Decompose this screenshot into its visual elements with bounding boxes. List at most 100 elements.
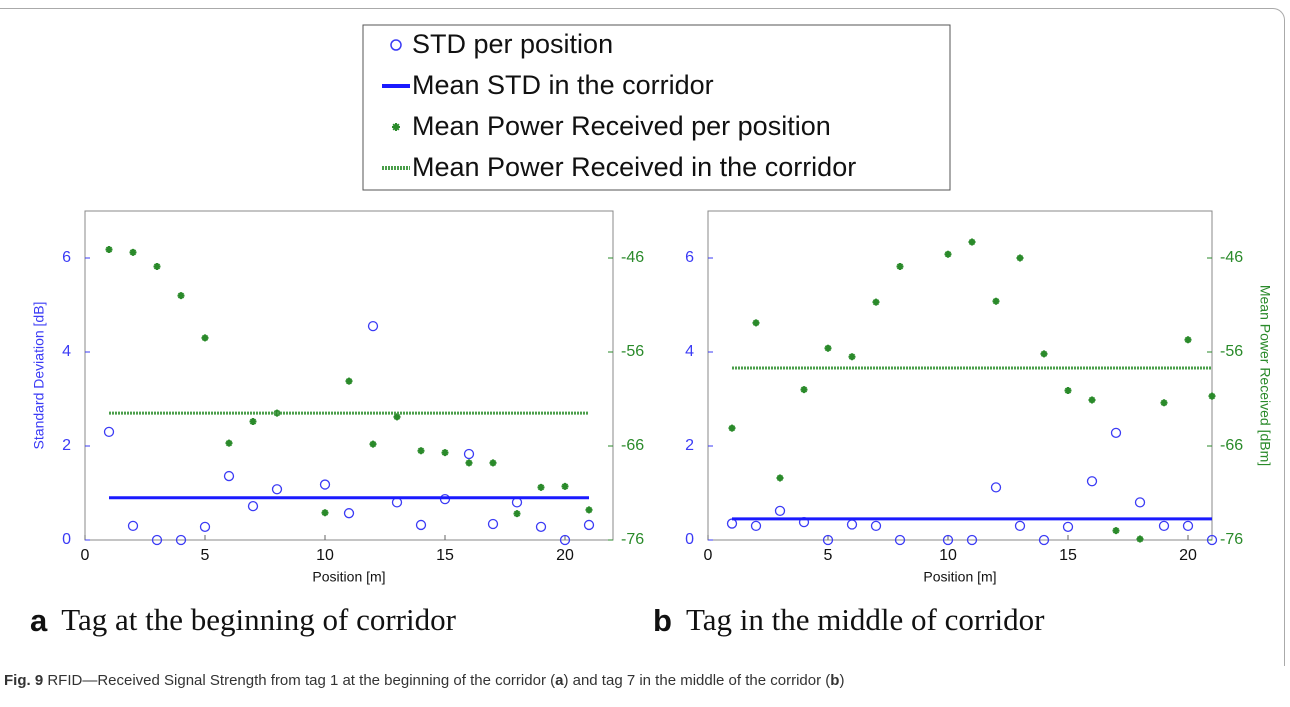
legend-marker — [390, 39, 402, 51]
std-point — [1158, 520, 1170, 532]
power-point — [153, 262, 161, 270]
legend-label: Mean STD in the corridor — [412, 70, 714, 100]
power-point — [776, 474, 784, 482]
std-point — [223, 470, 235, 482]
power-point — [1136, 535, 1144, 543]
legend-box — [362, 24, 951, 191]
x-tick-label: 15 — [1059, 547, 1077, 564]
power-point — [537, 483, 545, 491]
power-point — [1016, 254, 1024, 262]
power-point — [201, 334, 209, 342]
y-tick-label: 2 — [685, 437, 694, 454]
x-tick-label: 5 — [201, 547, 210, 564]
x-tick-label: 20 — [1179, 547, 1197, 564]
power-point — [225, 439, 233, 447]
power-point — [800, 386, 808, 394]
caption-label: Fig. 9 — [4, 672, 44, 689]
power-point — [848, 353, 856, 361]
power-point — [393, 413, 401, 421]
std-point — [1182, 520, 1194, 532]
std-point — [1062, 521, 1074, 532]
std-point — [726, 518, 738, 529]
y2-tick-label: -66 — [1220, 437, 1243, 454]
std-point — [822, 534, 834, 546]
std-point — [391, 497, 403, 508]
panel-subtitle: Tag at the beginning of corridor — [61, 602, 456, 637]
power-point — [1088, 396, 1096, 404]
caption-text: ) and tag 7 in the middle of the corrido… — [563, 672, 831, 689]
power-point — [1064, 387, 1072, 395]
power-point — [417, 447, 425, 455]
y-tick-label: 4 — [685, 343, 694, 360]
std-point — [1014, 520, 1026, 532]
power-point — [944, 250, 952, 258]
power-point — [321, 509, 329, 517]
std-point — [271, 484, 283, 495]
std-point — [319, 479, 331, 490]
y2-axis-label: Mean Power Received [dBm] — [1257, 285, 1273, 466]
x-axis-label: Position [m] — [923, 569, 996, 585]
std-point — [415, 519, 427, 531]
std-point — [199, 521, 211, 532]
power-point — [968, 238, 976, 246]
std-point — [750, 520, 762, 532]
legend-marker — [392, 123, 400, 131]
std-point — [774, 505, 786, 517]
panel-title: b Tag in the middle of corridor — [653, 602, 1045, 638]
std-point — [487, 518, 499, 530]
y-tick-label: 6 — [62, 249, 71, 266]
panel-title: a Tag at the beginning of corridor — [30, 602, 457, 638]
y2-tick-label: -76 — [1220, 531, 1243, 548]
power-point — [249, 418, 257, 426]
power-point — [872, 298, 880, 306]
plot-area — [707, 210, 1213, 541]
std-point — [1206, 534, 1218, 546]
x-tick-label: 20 — [556, 547, 574, 564]
std-point — [175, 534, 187, 546]
legend-label: STD per position — [412, 29, 613, 59]
y2-tick-label: -56 — [1220, 343, 1243, 360]
panel-subtitle: Tag in the middle of corridor — [686, 602, 1045, 637]
plot-area — [84, 210, 614, 541]
caption-ref: a — [555, 672, 564, 689]
y-tick-label: 0 — [685, 531, 694, 548]
std-point — [1086, 476, 1098, 487]
power-point — [992, 297, 1000, 305]
power-point — [1160, 399, 1168, 407]
std-point — [942, 534, 954, 546]
std-point — [1038, 534, 1050, 546]
std-point — [127, 520, 139, 532]
y2-tick-label: -66 — [621, 437, 644, 454]
power-point — [1184, 336, 1192, 344]
std-point — [846, 519, 858, 530]
power-point — [752, 319, 760, 327]
std-point — [103, 426, 115, 438]
legend-label: Mean Power Received in the corridor — [412, 152, 856, 182]
std-point — [990, 482, 1002, 493]
y-tick-label: 6 — [685, 249, 694, 266]
x-tick-label: 15 — [436, 547, 454, 564]
std-point — [247, 501, 259, 512]
std-point — [966, 534, 978, 546]
std-point — [1134, 497, 1146, 508]
y2-tick-label: -46 — [621, 249, 644, 266]
power-point — [177, 292, 185, 300]
power-point — [489, 459, 497, 467]
panel-letter: b — [653, 603, 672, 638]
power-point — [585, 506, 593, 514]
power-point — [441, 449, 449, 457]
x-tick-label: 10 — [939, 547, 957, 564]
std-point — [367, 320, 379, 332]
power-point — [345, 377, 353, 385]
std-point — [511, 497, 523, 508]
power-point — [129, 248, 137, 256]
std-point — [535, 521, 547, 532]
x-tick-label: 5 — [824, 547, 833, 564]
panel-letter: a — [30, 603, 48, 638]
power-point — [728, 424, 736, 432]
x-tick-label: 0 — [81, 547, 90, 564]
caption-text: RFID—Received Signal Strength from tag 1… — [43, 672, 556, 689]
power-point — [1208, 392, 1216, 400]
power-point — [105, 246, 113, 254]
y2-tick-label: -46 — [1220, 249, 1243, 266]
